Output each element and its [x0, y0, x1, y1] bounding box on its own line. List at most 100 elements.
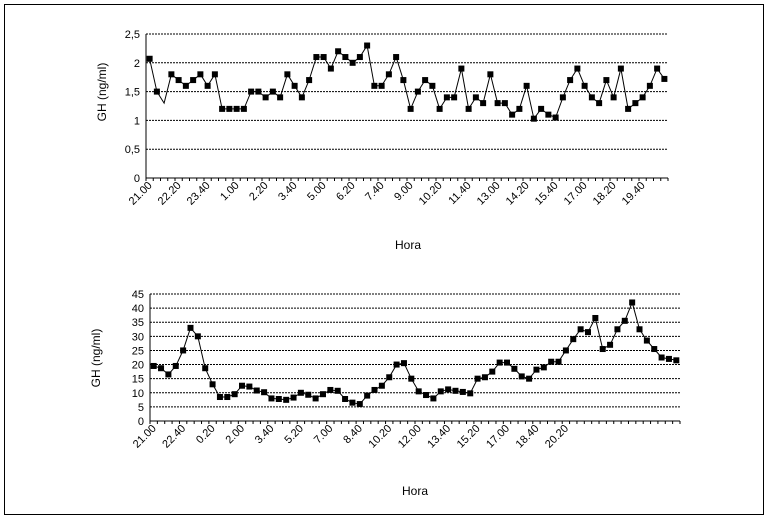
chart-bottom-ytick-label: 10: [132, 388, 144, 400]
chart-top-data-point: [487, 71, 494, 78]
chart-bottom-data-point: [261, 389, 268, 396]
chart-top-data-point: [211, 71, 218, 78]
chart-top-data-point: [291, 82, 298, 89]
chart-bottom-ytick-label: 40: [132, 303, 144, 315]
chart-top-data-point: [646, 82, 653, 89]
chart-top-data-point: [472, 94, 479, 101]
chart-top-data-point: [465, 105, 472, 112]
chart-bottom-data-point: [408, 375, 415, 382]
chart-top-data-point: [269, 88, 276, 95]
chart-bottom-data-point: [187, 324, 194, 331]
chart-bottom-data-point: [290, 394, 297, 401]
chart-bottom-data-point: [202, 365, 209, 372]
chart-top-xtick-label: 7.40: [363, 180, 387, 204]
chart-bottom-data-point: [393, 361, 400, 368]
chart-bottom-data-point: [342, 395, 349, 402]
chart-bottom-ytick-label: 20: [132, 360, 144, 372]
chart-bottom-data-point: [165, 371, 172, 378]
chart-bottom-data-point: [349, 399, 356, 406]
chart-top-xtick-label: 18.20: [591, 180, 619, 208]
chart-bottom-data-point: [526, 375, 533, 382]
chart-top-data-point: [153, 88, 160, 95]
chart-bottom-data-point: [356, 401, 363, 408]
chart-top-data-point: [443, 94, 450, 101]
chart-top-xtick-label: 1.00: [218, 180, 242, 204]
chart-bottom-data-point: [504, 359, 511, 366]
chart-bottom-data-point: [283, 396, 290, 403]
chart-top-data-point: [219, 105, 226, 112]
chart-bottom-xtick-label: 15.20: [455, 423, 483, 451]
chart-top-data-point: [654, 65, 661, 72]
chart-bottom-data-point: [481, 374, 488, 381]
chart-bottom-ytick-label: 15: [132, 374, 144, 386]
chart-bottom-ytick-label: 30: [132, 331, 144, 343]
chart-top-ytick-label: 1: [134, 115, 140, 127]
chart-top-xtick-label: 9.00: [392, 180, 416, 204]
chart-bottom-data-point: [275, 395, 282, 402]
chart-bottom-data-point: [371, 386, 378, 393]
chart-top-ytick-label: 2: [134, 58, 140, 70]
chart-top-data-point: [284, 71, 291, 78]
chart-bottom-data-point: [437, 388, 444, 395]
chart-bottom-data-point: [467, 390, 474, 397]
chart-top-data-point: [545, 111, 552, 118]
chart-bottom-data-point: [459, 388, 466, 395]
chart-bottom-data-point: [621, 317, 628, 324]
chart-top-data-point: [400, 77, 407, 84]
chart-top-xtick-label: 3.40: [276, 180, 300, 204]
chart-bottom-data-point: [592, 314, 599, 321]
chart-top-xtick-label: 19.40: [620, 180, 648, 208]
chart-bottom-xtick-label: 0.20: [194, 423, 218, 447]
chart-bottom-xtick-label: 7.00: [312, 423, 336, 447]
chart-bottom-data-point: [548, 358, 555, 365]
chart-bottom-xtick-label: 21.00: [131, 423, 159, 451]
chart-bottom-data-point: [231, 391, 238, 398]
chart-bottom-xtick-label: 2.00: [224, 423, 248, 447]
chart-bottom-ytick-label: 0: [138, 416, 144, 428]
chart-top-xtick-label: 5.00: [305, 180, 329, 204]
chart-bottom-data-point: [400, 360, 407, 367]
chart-bottom-data-point: [673, 357, 680, 364]
chart-top-xtick-label: 22.20: [156, 180, 184, 208]
chart-bottom-data-point: [643, 337, 650, 344]
chart-top-data-point: [306, 77, 313, 84]
chart-top-data-point: [407, 105, 414, 112]
chart-bottom-data-point: [180, 347, 187, 354]
chart-top-data-point: [175, 77, 182, 84]
chart-top-xtick-label: 15.40: [533, 180, 561, 208]
chart-top-xtick-label: 2.20: [247, 180, 271, 204]
chart-bottom-data-point: [216, 394, 223, 401]
chart-top-data-point: [327, 65, 334, 72]
chart-bottom-xtick-label: 20.20: [543, 423, 571, 451]
chart-bottom-data-point: [386, 374, 393, 381]
chart-top-ytick-label: 0: [134, 173, 140, 185]
chart-bottom-data-point: [518, 373, 525, 380]
chart-bottom-data-point: [658, 354, 665, 361]
chart-bottom-xtick-label: 10.20: [366, 423, 394, 451]
chart-bottom-data-point: [172, 362, 179, 369]
chart-bottom-data-point: [452, 387, 459, 394]
chart-top-data-point: [349, 59, 356, 66]
chart-top-xtick-label: 11.40: [446, 180, 473, 207]
chart-bottom-xtick-label: 8.40: [341, 423, 365, 447]
chart-top-data-point: [385, 71, 392, 78]
chart-bottom-data-point: [224, 394, 231, 401]
chart-top-data-point: [625, 105, 632, 112]
chart-bottom-data-point: [334, 387, 341, 394]
chart-top-data-point: [458, 65, 465, 72]
chart-top-data-point: [567, 77, 574, 84]
chart-top-data-point: [182, 82, 189, 89]
chart-top-ytick-label: 1,5: [125, 87, 140, 99]
chart-top-data-point: [509, 111, 516, 118]
chart-bottom-xtick-label: 5.20: [282, 423, 306, 447]
chart-top-data-point: [516, 105, 523, 112]
chart-bottom-data-point: [445, 386, 452, 393]
figure-frame: [4, 4, 764, 515]
chart-top-data-point: [393, 54, 400, 61]
chart-bottom-data-point: [423, 392, 430, 399]
chart-bottom-data-point: [268, 395, 275, 402]
chart-top-data-point: [240, 105, 247, 112]
chart-top-data-point: [552, 114, 559, 121]
chart-bottom-ylabel: GH (ng/ml): [89, 329, 103, 388]
